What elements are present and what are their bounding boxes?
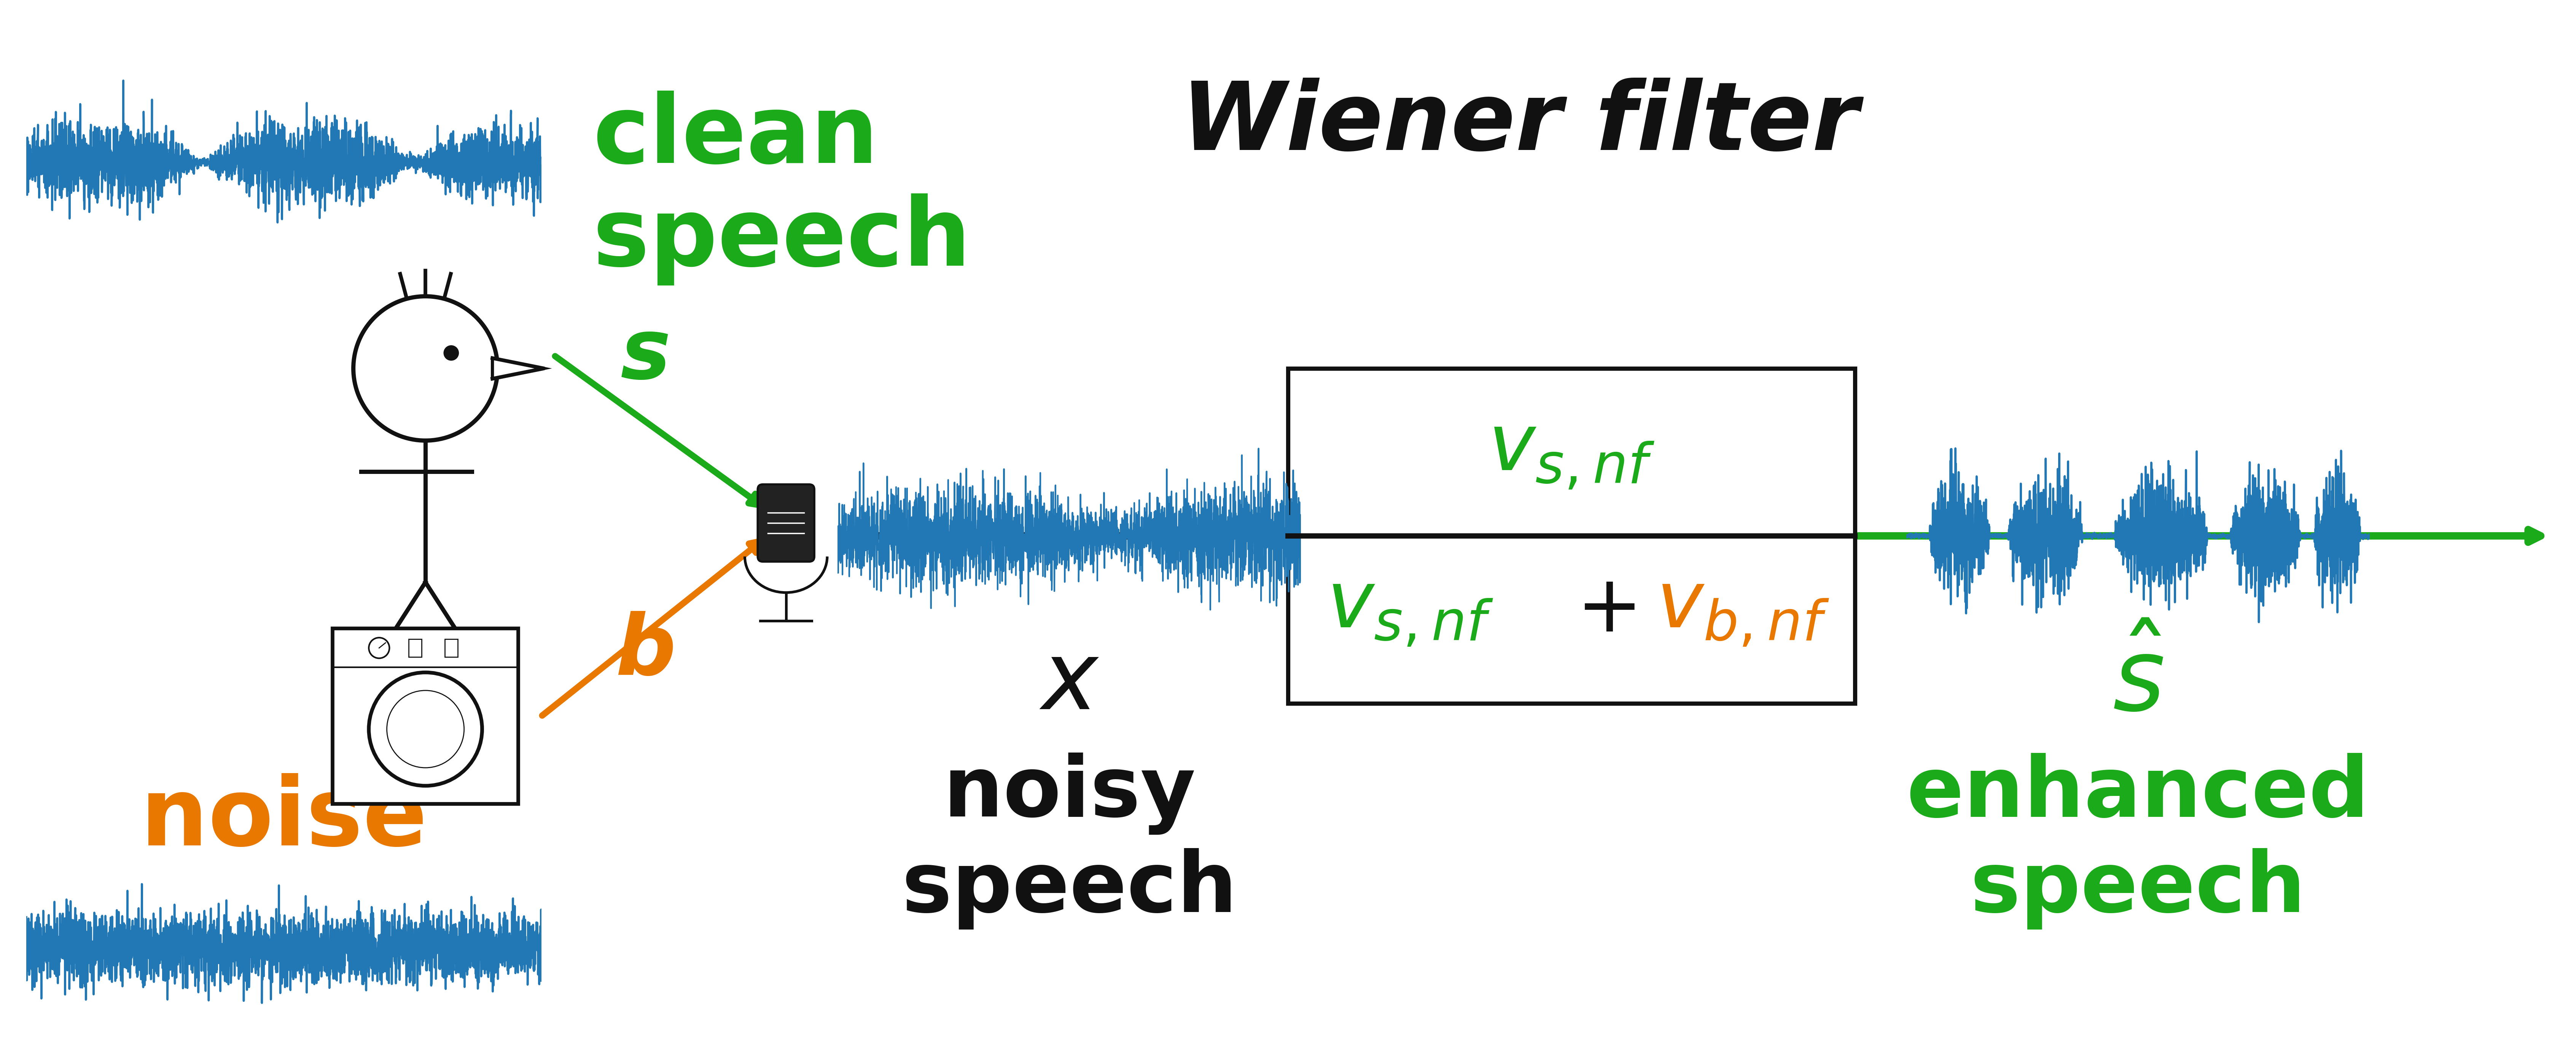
Text: speech: speech bbox=[592, 194, 971, 286]
Text: $v_{s,nf}$: $v_{s,nf}$ bbox=[1489, 414, 1654, 491]
Polygon shape bbox=[492, 358, 544, 379]
Circle shape bbox=[443, 345, 459, 361]
Text: speech: speech bbox=[1971, 848, 2306, 930]
Text: $+$: $+$ bbox=[1577, 571, 1636, 649]
Text: speech: speech bbox=[902, 848, 1236, 930]
Text: $v_{b,nf}$: $v_{b,nf}$ bbox=[1656, 571, 1829, 649]
Text: enhanced: enhanced bbox=[1906, 753, 2370, 835]
Text: $\hat{s}$: $\hat{s}$ bbox=[2112, 634, 2164, 731]
Bar bbox=[446, 639, 459, 657]
Text: $\bfit{s}$: $\bfit{s}$ bbox=[621, 315, 667, 396]
Text: $v_{s,nf}$: $v_{s,nf}$ bbox=[1327, 571, 1494, 649]
FancyBboxPatch shape bbox=[757, 484, 814, 562]
Text: noise: noise bbox=[139, 773, 428, 865]
Text: noisy: noisy bbox=[943, 752, 1195, 835]
Text: clean: clean bbox=[592, 91, 878, 183]
Text: Wiener filter: Wiener filter bbox=[1180, 77, 1857, 169]
Circle shape bbox=[353, 296, 497, 440]
Text: $x$: $x$ bbox=[1038, 637, 1100, 729]
Bar bbox=[410, 639, 422, 657]
Bar bbox=[1288, 368, 1855, 703]
Bar bbox=[332, 629, 518, 803]
Text: $\bfit{b}$: $\bfit{b}$ bbox=[616, 611, 672, 692]
